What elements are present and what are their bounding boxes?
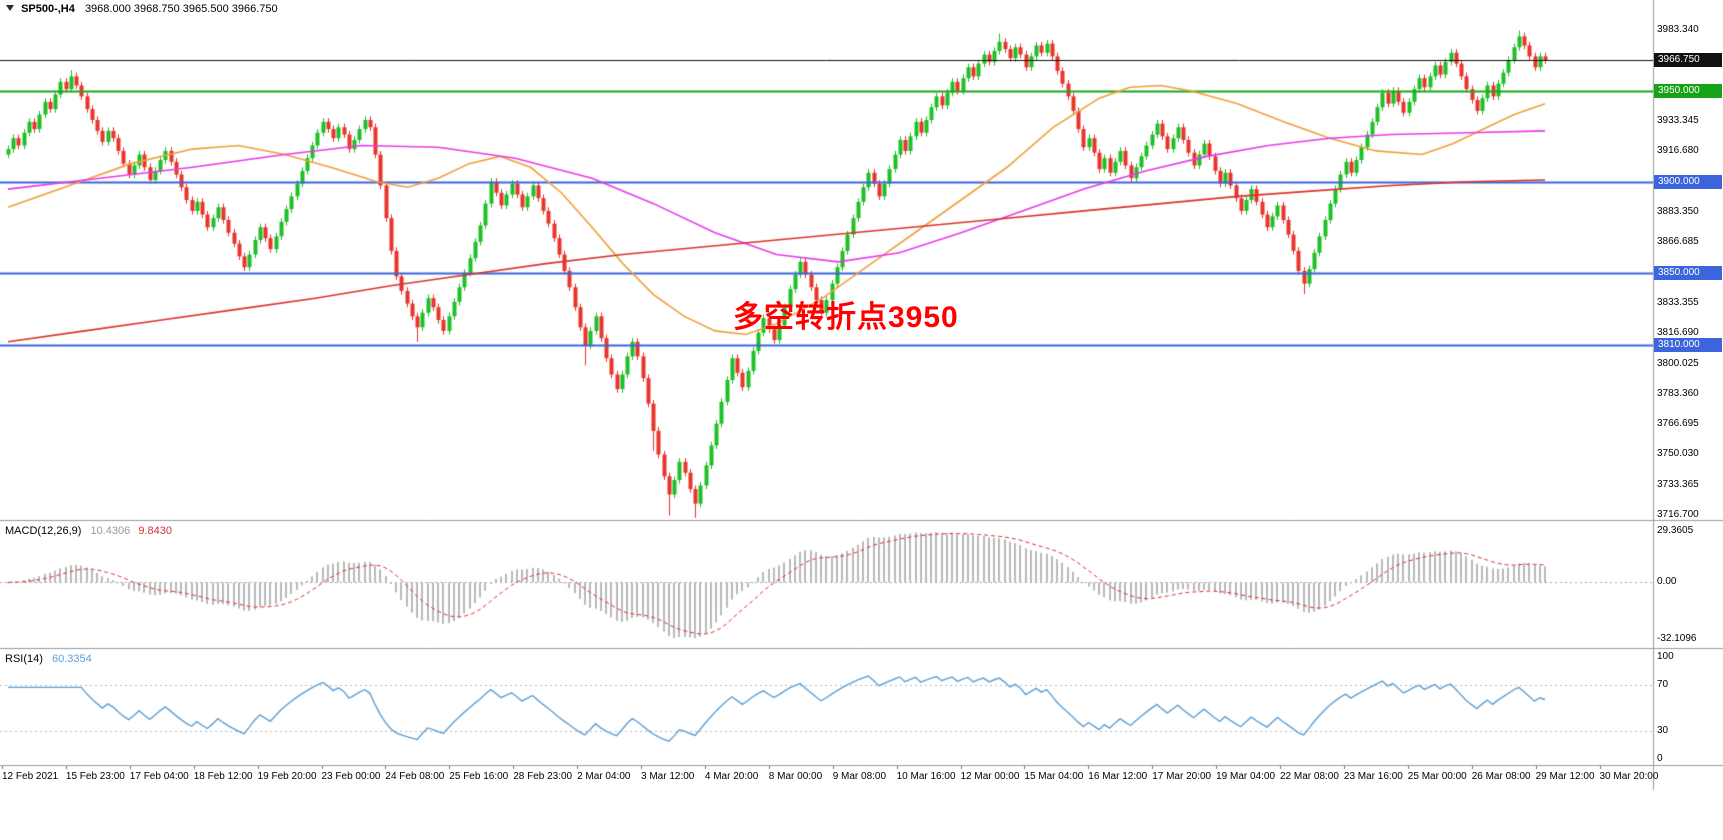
trading-chart-window: SP500-,H4 3968.000 3968.750 3965.500 396… bbox=[0, 0, 1723, 840]
chart-canvas[interactable] bbox=[0, 0, 1723, 840]
